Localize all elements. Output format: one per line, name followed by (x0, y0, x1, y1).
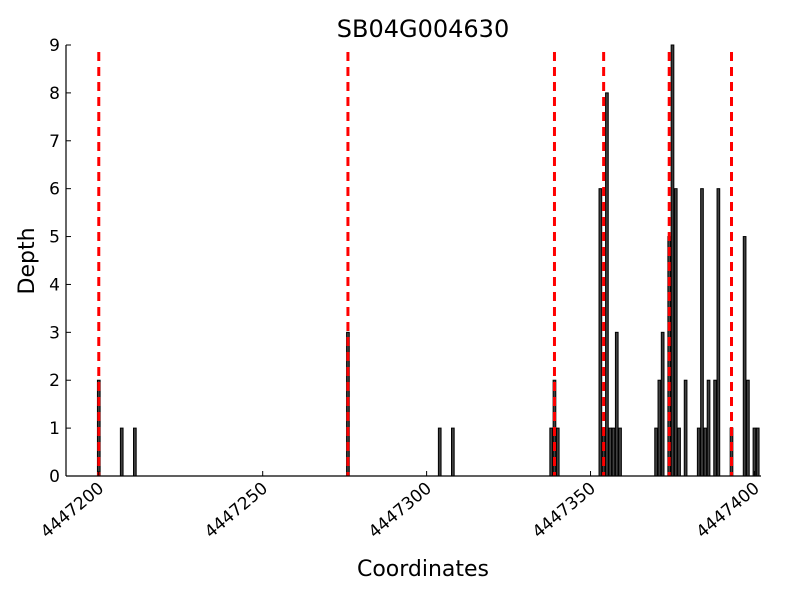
bar-18 (660, 331, 665, 477)
y-tick-label-3: 3 (49, 323, 60, 343)
bar-12 (608, 427, 613, 477)
bar-9 (598, 188, 603, 477)
x-tick-label-4: 4447400 (693, 479, 764, 543)
y-tick-label-9: 9 (49, 36, 60, 56)
bar-28 (713, 379, 717, 477)
x-tick-label-2: 4447300 (365, 479, 436, 543)
bar-27 (706, 379, 711, 477)
bar-8 (555, 427, 560, 477)
bar-20 (670, 44, 675, 477)
y-tick-label-7: 7 (49, 132, 60, 152)
bar-26 (703, 427, 708, 477)
bar-24 (696, 427, 701, 477)
y-tick-label-6: 6 (49, 180, 60, 200)
bar-1 (119, 427, 124, 477)
y-tick-label-4: 4 (49, 275, 60, 295)
bar-29 (716, 188, 721, 477)
bar-25 (700, 188, 704, 477)
y-tick-label-5: 5 (49, 228, 60, 248)
bar-31 (742, 236, 747, 477)
y-tick-label-8: 8 (49, 84, 60, 104)
bar-11 (605, 92, 609, 477)
bar-33 (752, 427, 757, 477)
bar-15 (618, 427, 622, 477)
bar-34 (755, 427, 760, 477)
y-axis-label: Depth (15, 227, 40, 294)
bar-4 (437, 427, 442, 477)
y-tick-label-1: 1 (49, 419, 60, 439)
bar-16 (654, 427, 658, 477)
bar-6 (549, 427, 554, 477)
bar-5 (451, 427, 455, 477)
bar-22 (677, 427, 681, 477)
bar-23 (683, 379, 688, 477)
bar-14 (614, 331, 619, 477)
x-tick-label-3: 4447350 (529, 479, 600, 543)
bar-13 (611, 427, 616, 477)
x-axis-label: Coordinates (357, 557, 489, 582)
x-tick-label-0: 4447200 (37, 479, 108, 543)
y-tick-label-0: 0 (49, 467, 60, 487)
bar-17 (657, 379, 662, 477)
x-tick-label-1: 4447250 (201, 479, 272, 543)
bar-21 (673, 188, 678, 477)
plot-area: 0 1 2 3 4 5 6 7 8 9 4447200 4447250 4447300 4447350 44… (37, 36, 763, 543)
chart-title: SB04G004630 (337, 15, 509, 43)
y-tick-label-2: 2 (49, 371, 60, 391)
bar-32 (746, 379, 750, 477)
bar-2 (133, 427, 137, 477)
